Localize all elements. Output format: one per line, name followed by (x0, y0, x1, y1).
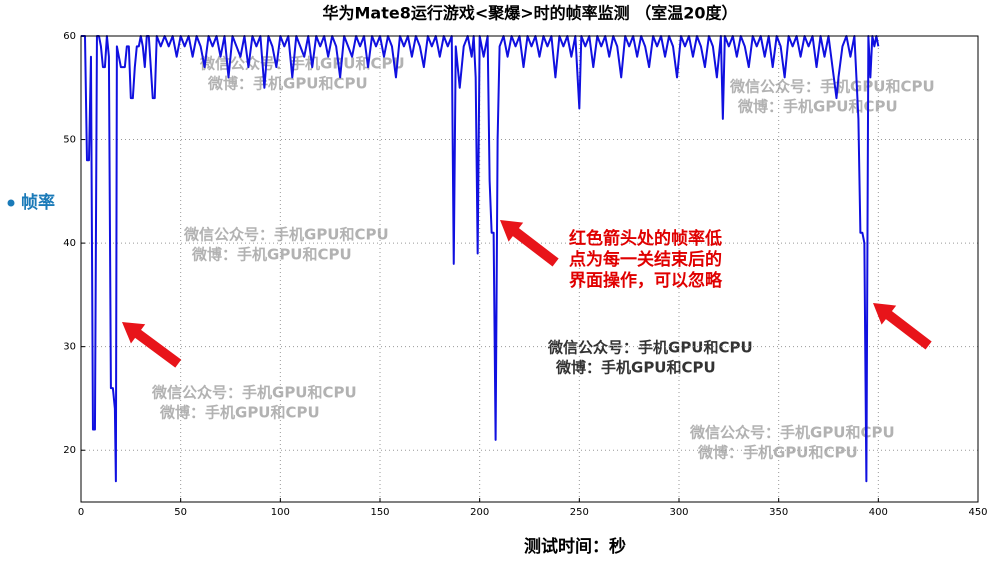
x-tick-label: 450 (968, 507, 987, 518)
x-tick-label: 150 (370, 507, 389, 518)
watermark: 微博：手机GPU和CPU (555, 359, 716, 377)
x-tick-label: 300 (669, 507, 688, 518)
x-tick-label: 0 (78, 507, 84, 518)
plot-frame (80, 35, 979, 503)
arrows (122, 220, 932, 368)
annotation-line: 红色箭头处的帧率低 (569, 228, 722, 249)
annotation-line: 点为每一关结束后的 (569, 249, 722, 270)
watermark: 微博：手机GPU和CPU (159, 404, 320, 422)
watermark: 微信公众号：手机GPU和CPU (729, 78, 935, 96)
y-tick-label: 50 (63, 135, 76, 146)
watermark: 微信公众号：手机GPU和CPU (689, 424, 895, 442)
x-tick-label: 200 (470, 507, 489, 518)
watermark: 微博：手机GPU和CPU (737, 98, 898, 116)
chart-title: 华为Mate8运行游戏<聚爆>时的帧率监测 （室温20度） (322, 4, 737, 23)
watermark: 微信公众号：手机GPU和CPU (547, 339, 753, 357)
arrow (500, 220, 559, 267)
x-tick-label: 100 (271, 507, 290, 518)
watermark: 微博：手机GPU和CPU (697, 444, 858, 462)
y-tick-label: 30 (63, 342, 76, 353)
y-tick-label: 20 (63, 445, 76, 456)
y-tick-label: 60 (63, 31, 76, 42)
x-axis-label: 测试时间：秒 (524, 536, 626, 557)
watermark: 微信公众号：手机GPU和CPU (151, 384, 357, 402)
plot-area: 20 30 40 50 60 0 50 100 150 200 250 300 350 400 450 (63, 31, 987, 518)
watermark: 微博：手机GPU和CPU (191, 246, 352, 264)
legend-marker (7, 199, 15, 207)
watermark: 微信公众号：手机GPU和CPU (183, 226, 389, 244)
arrow (122, 322, 182, 368)
x-tick-label: 250 (570, 507, 589, 518)
y-tick-label: 40 (63, 238, 76, 249)
legend-label: 帧率 (21, 192, 55, 213)
x-tick-label: 350 (769, 507, 788, 518)
watermark: 微博：手机GPU和CPU (207, 75, 368, 93)
arrow (873, 303, 932, 350)
annotation-line: 界面操作，可以忽略 (569, 270, 723, 291)
x-tick-label: 50 (174, 507, 187, 518)
watermarks: 微信公众号：手机GPU和CPU 微博：手机GPU和CPU 微信公众号：手机GPU和C… (151, 55, 935, 462)
x-tick-label: 400 (869, 507, 888, 518)
